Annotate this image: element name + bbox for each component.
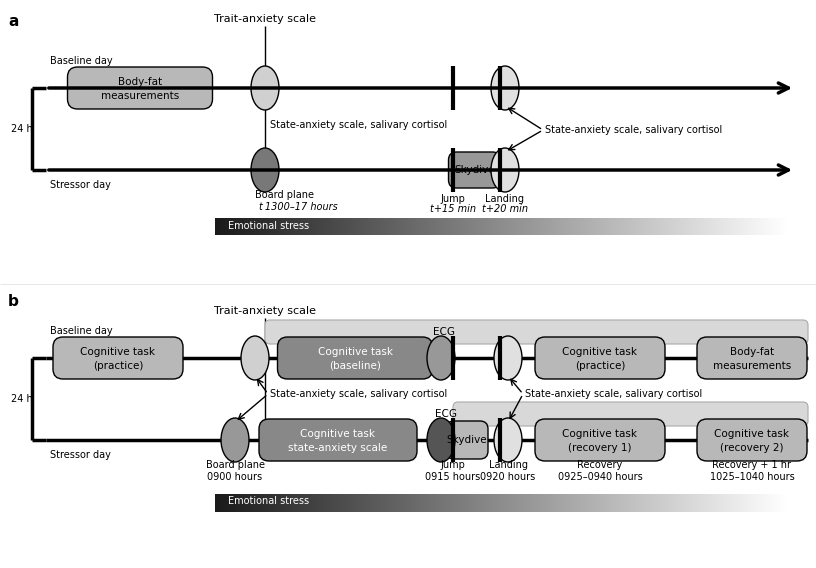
Text: Body-fat: Body-fat [118, 77, 162, 87]
Text: 24 h: 24 h [11, 394, 33, 404]
FancyBboxPatch shape [453, 402, 808, 426]
Text: State-anxiety scale, salivary cortisol: State-anxiety scale, salivary cortisol [270, 120, 447, 130]
Text: t+15 min: t+15 min [430, 204, 476, 214]
Ellipse shape [494, 336, 522, 380]
Text: Baseline day: Baseline day [50, 56, 113, 66]
Text: measurements: measurements [101, 91, 180, 101]
Text: State-anxiety scale, salivary cortisol: State-anxiety scale, salivary cortisol [270, 389, 447, 399]
Text: (recovery 2): (recovery 2) [721, 443, 783, 453]
Text: Landing: Landing [489, 460, 527, 470]
Ellipse shape [491, 148, 519, 192]
Ellipse shape [241, 336, 269, 380]
Text: Cognitive task: Cognitive task [81, 347, 156, 357]
Text: Emotional stress: Emotional stress [228, 496, 309, 506]
FancyBboxPatch shape [535, 419, 665, 461]
Text: t 1300–17 hours: t 1300–17 hours [255, 202, 338, 212]
FancyBboxPatch shape [449, 152, 500, 188]
Text: Jump: Jump [441, 194, 465, 204]
Text: Baseline day: Baseline day [50, 326, 113, 336]
Ellipse shape [251, 66, 279, 110]
Text: ECG: ECG [435, 409, 457, 419]
Text: Emotional stress: Emotional stress [228, 221, 309, 231]
Text: a: a [8, 14, 19, 29]
Text: Skydive: Skydive [446, 435, 487, 445]
Text: Cognitive task: Cognitive task [715, 429, 790, 439]
Text: 0920 hours: 0920 hours [481, 472, 535, 482]
Ellipse shape [251, 148, 279, 192]
Text: Body-fat: Body-fat [730, 347, 774, 357]
Text: state-anxiety scale: state-anxiety scale [288, 443, 388, 453]
Text: Cognitive task: Cognitive task [317, 347, 392, 357]
Ellipse shape [427, 418, 455, 462]
Text: Cognitive task: Cognitive task [562, 347, 637, 357]
Text: State-anxiety scale, salivary cortisol: State-anxiety scale, salivary cortisol [525, 389, 703, 399]
Text: t+20 min: t+20 min [482, 204, 528, 214]
Text: Stressor day: Stressor day [50, 180, 111, 190]
Text: Recovery + 1 hr: Recovery + 1 hr [712, 460, 792, 470]
Ellipse shape [491, 66, 519, 110]
Text: Trait-anxiety scale: Trait-anxiety scale [214, 14, 316, 24]
Text: 0900 hours: 0900 hours [207, 472, 263, 482]
Text: 24 h: 24 h [11, 124, 33, 134]
Text: Jump: Jump [441, 460, 465, 470]
Text: Skydive: Skydive [455, 165, 494, 175]
Text: (recovery 1): (recovery 1) [568, 443, 632, 453]
Text: Board plane: Board plane [206, 460, 264, 470]
Text: Stressor day: Stressor day [50, 450, 111, 460]
FancyBboxPatch shape [697, 419, 807, 461]
FancyBboxPatch shape [265, 320, 808, 344]
Text: 0925–0940 hours: 0925–0940 hours [557, 472, 642, 482]
Text: (practice): (practice) [93, 361, 143, 371]
Text: Board plane: Board plane [255, 190, 314, 200]
FancyBboxPatch shape [446, 421, 488, 459]
FancyBboxPatch shape [259, 419, 417, 461]
FancyBboxPatch shape [277, 337, 432, 379]
FancyBboxPatch shape [53, 337, 183, 379]
Text: State-anxiety scale, salivary cortisol: State-anxiety scale, salivary cortisol [545, 125, 722, 135]
FancyBboxPatch shape [535, 337, 665, 379]
Ellipse shape [427, 336, 455, 380]
Ellipse shape [221, 418, 249, 462]
Ellipse shape [494, 418, 522, 462]
Text: b: b [8, 294, 19, 309]
Text: 0915 hours: 0915 hours [425, 472, 481, 482]
Text: (practice): (practice) [574, 361, 625, 371]
Text: ECG: ECG [433, 327, 455, 337]
FancyBboxPatch shape [697, 337, 807, 379]
FancyBboxPatch shape [68, 67, 212, 109]
Text: (baseline): (baseline) [329, 361, 381, 371]
Text: measurements: measurements [713, 361, 792, 371]
Text: 1025–1040 hours: 1025–1040 hours [710, 472, 794, 482]
Text: Trait-anxiety scale: Trait-anxiety scale [214, 306, 316, 316]
Text: Landing: Landing [486, 194, 525, 204]
Text: Cognitive task: Cognitive task [562, 429, 637, 439]
Text: Recovery: Recovery [578, 460, 623, 470]
Text: Cognitive task: Cognitive task [300, 429, 375, 439]
